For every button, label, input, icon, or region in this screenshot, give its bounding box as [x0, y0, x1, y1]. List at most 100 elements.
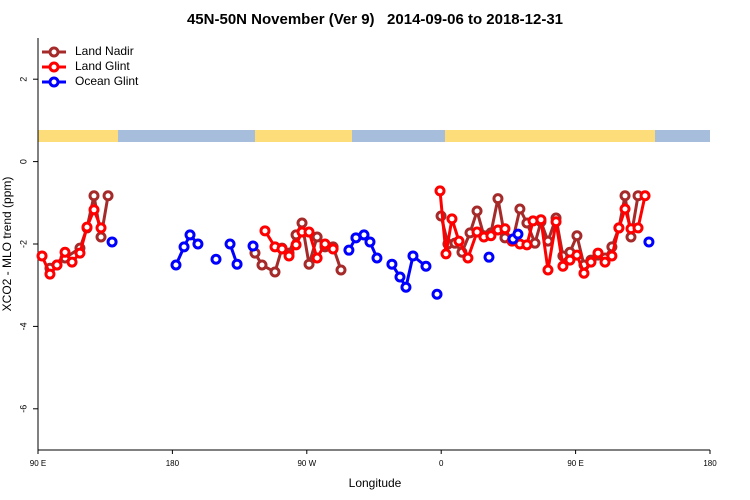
data-point: [446, 213, 458, 225]
data-point: [303, 226, 315, 238]
land-band: [445, 130, 655, 142]
data-point: [192, 238, 204, 250]
data-point: [613, 222, 625, 234]
data-point: [184, 229, 196, 241]
y-tick-label: -6: [18, 405, 28, 413]
data-point: [606, 250, 618, 262]
x-tick-label: 180: [703, 459, 717, 468]
data-point: [327, 243, 339, 255]
data-point: [106, 236, 118, 248]
data-point: [521, 239, 533, 251]
data-point: [542, 264, 554, 276]
y-tick-label: -4: [18, 322, 28, 330]
data-point: [170, 259, 182, 271]
land-band: [255, 130, 352, 142]
data-point: [311, 252, 323, 264]
data-point: [59, 246, 71, 258]
data-point: [492, 193, 504, 205]
data-point: [95, 222, 107, 234]
data-point: [283, 250, 295, 262]
data-point: [571, 230, 583, 242]
x-tick-label: 90 E: [567, 459, 583, 468]
data-point: [400, 281, 412, 293]
data-point: [643, 236, 655, 248]
data-point: [394, 271, 406, 283]
y-tick-label: -2: [18, 240, 28, 248]
data-point: [364, 236, 376, 248]
x-tick-label: 0: [439, 459, 444, 468]
data-point: [512, 228, 524, 240]
legend-label: Land Glint: [75, 59, 130, 73]
data-point: [514, 203, 526, 215]
data-point: [434, 185, 446, 197]
data-point: [256, 259, 268, 271]
data-point: [224, 238, 236, 250]
data-point: [483, 251, 495, 263]
legend-marker: [48, 76, 60, 88]
data-point: [462, 252, 474, 264]
data-point: [102, 190, 114, 202]
data-point: [639, 190, 651, 202]
data-point: [335, 264, 347, 276]
data-point: [420, 260, 432, 272]
data-point: [407, 250, 419, 262]
x-axis-label: Longitude: [349, 476, 402, 490]
y-tick-label: 2: [18, 77, 28, 82]
data-point: [386, 258, 398, 270]
data-point: [343, 244, 355, 256]
data-point: [431, 288, 443, 300]
data-point: [88, 204, 100, 216]
data-point: [599, 256, 611, 268]
data-point: [276, 243, 288, 255]
data-point: [210, 253, 222, 265]
data-point: [296, 217, 308, 229]
x-tick-label: 90 W: [297, 459, 316, 468]
data-point: [358, 229, 370, 241]
data-point: [88, 190, 100, 202]
data-point: [564, 254, 576, 266]
x-tick-label: 180: [166, 459, 180, 468]
x-tick-label: 90 E: [30, 459, 46, 468]
data-point: [44, 268, 56, 280]
legend-marker: [48, 61, 60, 73]
data-point: [632, 222, 644, 234]
data-point: [319, 238, 331, 250]
data-point: [453, 235, 465, 247]
data-point: [36, 250, 48, 262]
data-point: [571, 249, 583, 261]
data-point: [578, 267, 590, 279]
data-point: [471, 226, 483, 238]
data-point: [178, 241, 190, 253]
data-point: [51, 259, 63, 271]
legend-label: Land Nadir: [75, 44, 134, 58]
data-point: [290, 239, 302, 251]
data-point: [66, 256, 78, 268]
data-point: [550, 216, 562, 228]
land-band: [38, 130, 118, 142]
data-point: [440, 248, 452, 260]
chart-title: 45N-50N November (Ver 9) 2014-09-06 to 2…: [187, 11, 563, 28]
data-point: [585, 256, 597, 268]
data-point: [535, 214, 547, 226]
data-point: [95, 231, 107, 243]
data-point: [231, 258, 243, 270]
data-point: [74, 247, 86, 259]
data-point: [499, 223, 511, 235]
data-point: [247, 240, 259, 252]
y-tick-label: 0: [18, 159, 28, 164]
data-point: [259, 225, 271, 237]
data-point: [592, 247, 604, 259]
map-strip: [38, 130, 710, 142]
data-point: [619, 203, 631, 215]
data-point: [371, 252, 383, 264]
data-point: [619, 190, 631, 202]
data-point: [303, 258, 315, 270]
y-axis-label: XCO2 - MLO trend (ppm): [0, 177, 14, 312]
data-point: [471, 205, 483, 217]
data-point: [485, 230, 497, 242]
data-point: [269, 266, 281, 278]
legend-label: Ocean Glint: [75, 74, 139, 88]
